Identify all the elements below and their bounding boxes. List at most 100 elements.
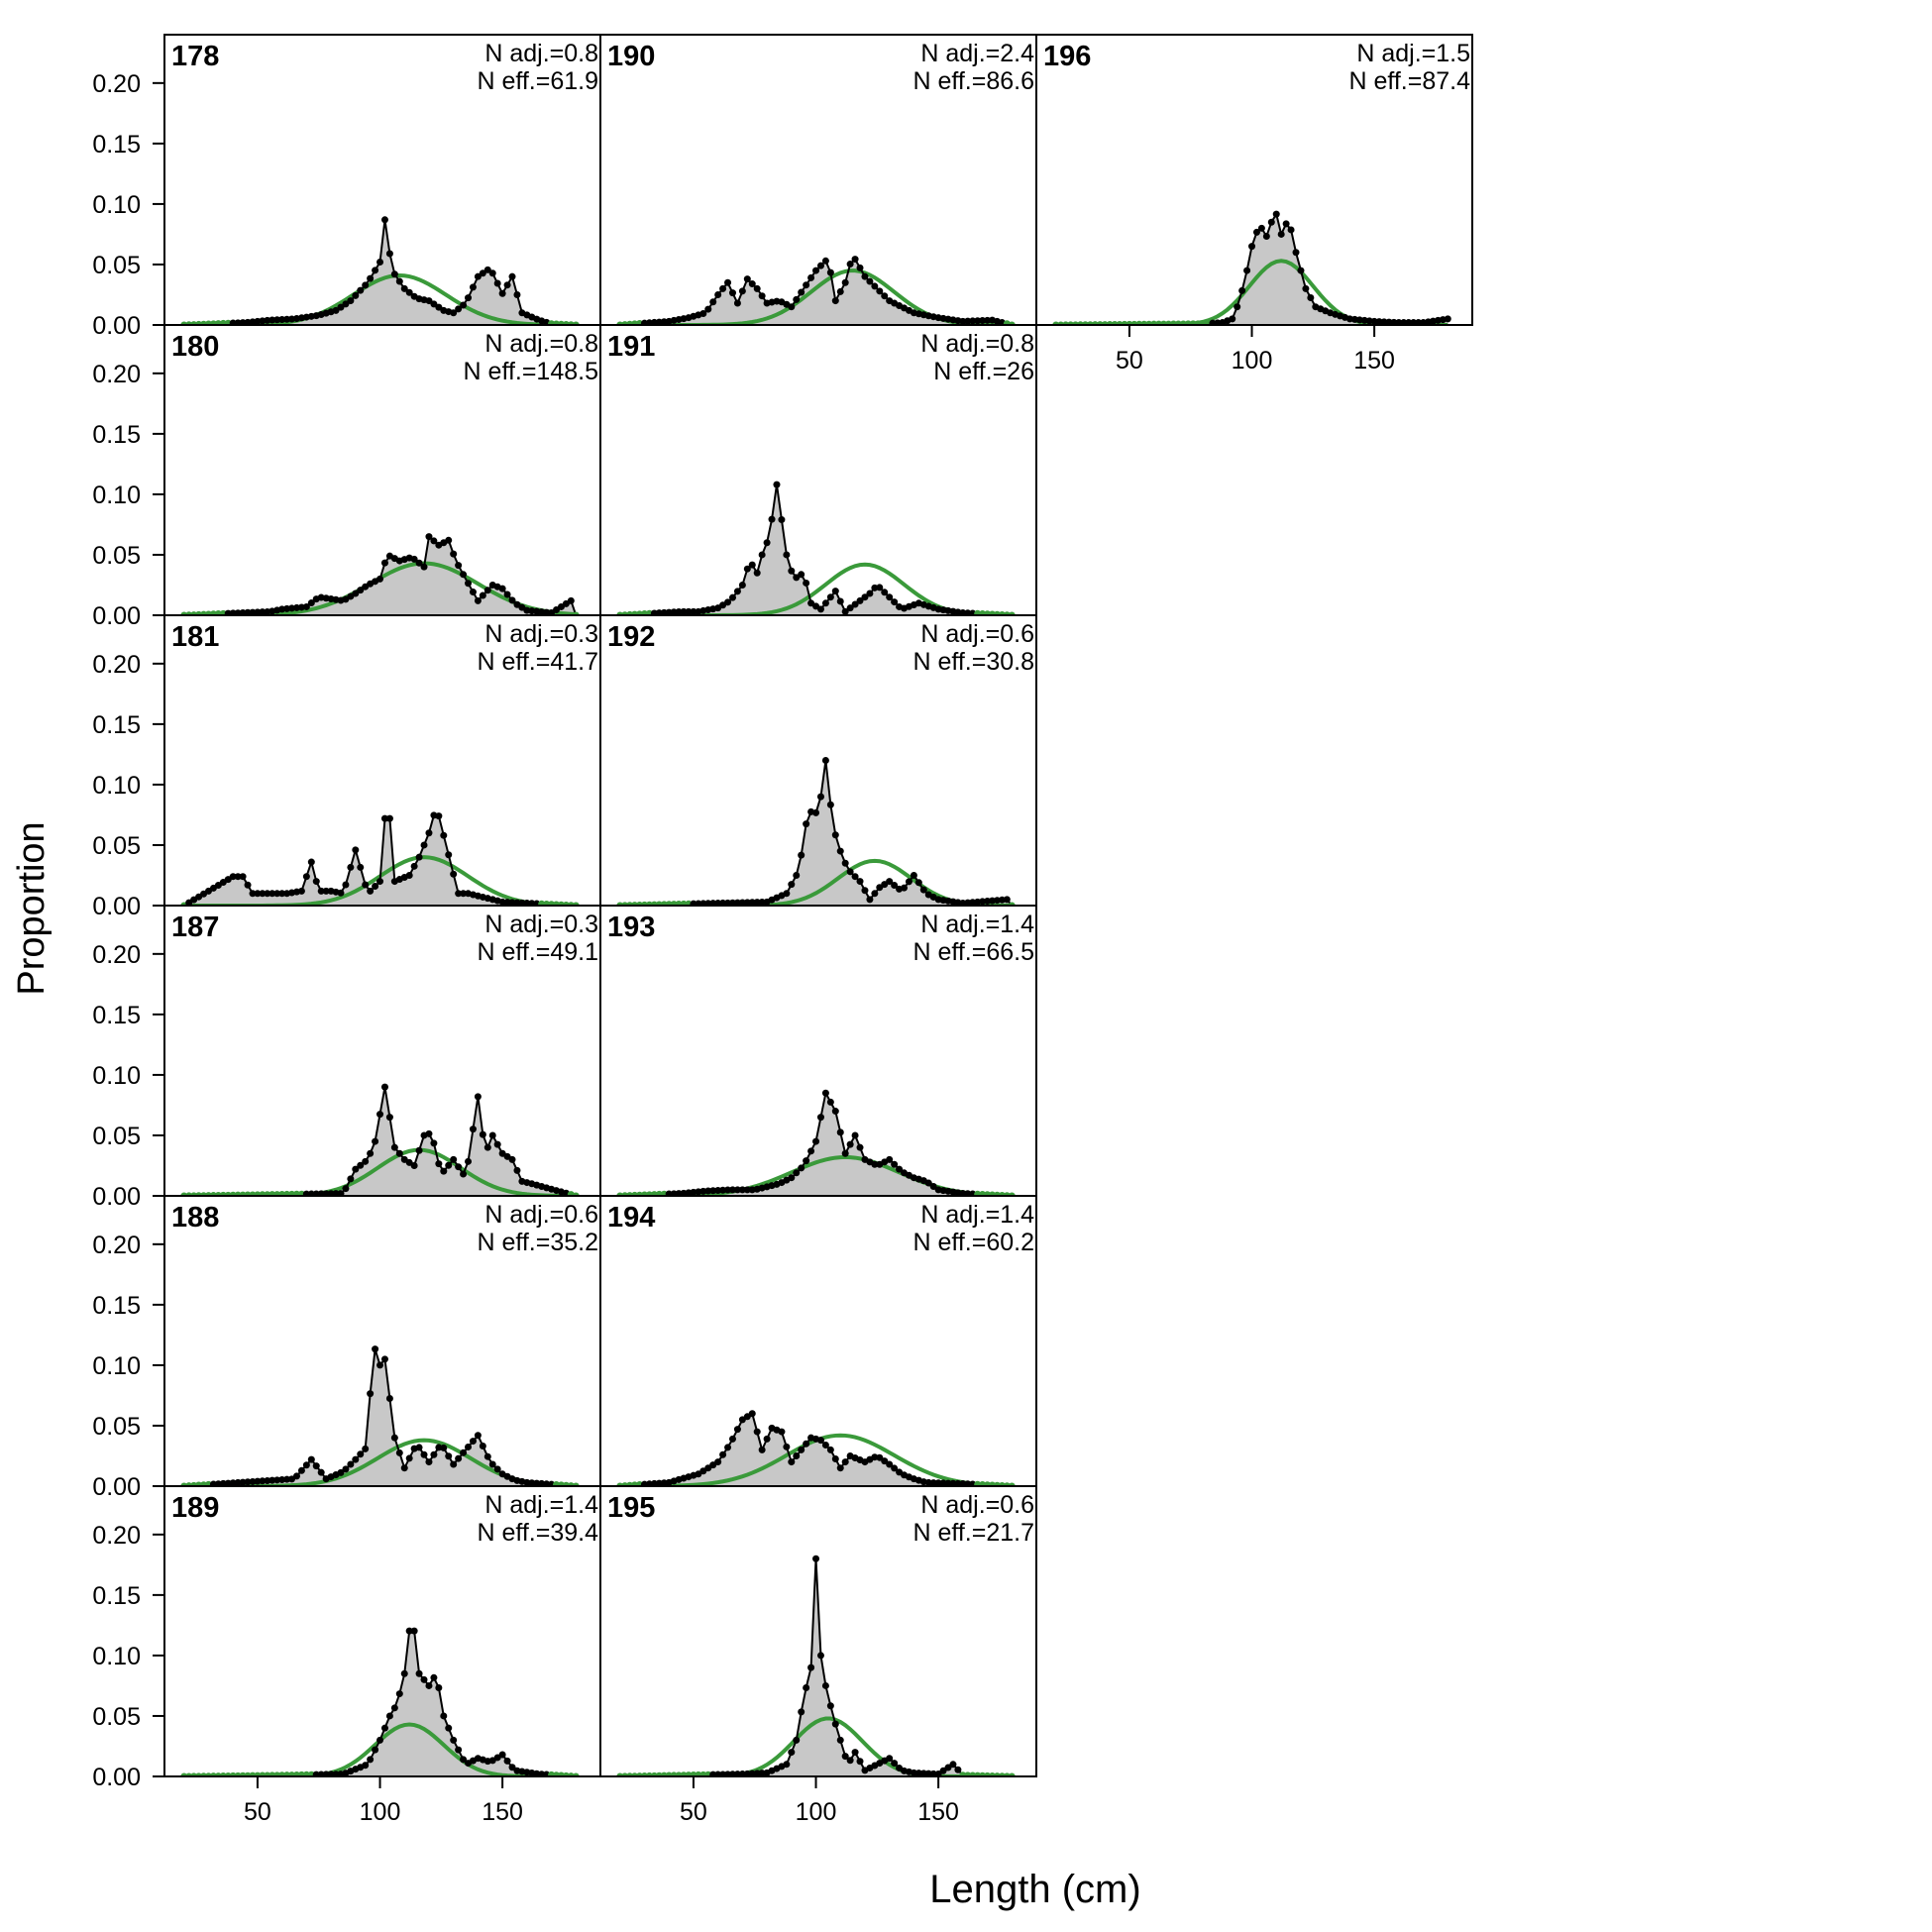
observed-point bbox=[826, 1446, 834, 1453]
observed-point bbox=[836, 1736, 844, 1744]
observed-point bbox=[362, 881, 370, 889]
observed-point bbox=[390, 270, 398, 278]
observed-point bbox=[812, 1137, 820, 1145]
observed-point bbox=[450, 870, 458, 878]
panel-plot-area bbox=[600, 481, 1036, 615]
observed-point bbox=[728, 1435, 736, 1443]
panel-196: 196 N adj.=1.5N eff.=87.4 50 100 150 bbox=[1035, 34, 1473, 375]
observed-point bbox=[881, 1457, 889, 1465]
x-tick-label: 50 bbox=[244, 1798, 271, 1826]
panel-plot-area bbox=[164, 216, 600, 325]
observed-point bbox=[1257, 224, 1265, 232]
observed-point bbox=[474, 1432, 482, 1440]
n-adj-label: N adj.=0.6 bbox=[484, 1201, 598, 1229]
observed-point bbox=[410, 1161, 418, 1169]
observed-point bbox=[342, 881, 350, 889]
observed-point bbox=[929, 1182, 937, 1190]
y-tick-label: 0.05 bbox=[92, 542, 141, 570]
n-eff-label: N eff.=35.2 bbox=[477, 1229, 598, 1256]
observed-point bbox=[831, 588, 839, 595]
observed-point bbox=[738, 899, 746, 906]
panel-plot-area bbox=[600, 1555, 1036, 1776]
observed-point bbox=[1370, 317, 1378, 325]
observed-point bbox=[498, 898, 506, 906]
observed-point bbox=[1234, 303, 1241, 311]
observed-point bbox=[788, 1749, 796, 1757]
observed-point bbox=[395, 1449, 403, 1456]
observed-point bbox=[367, 1149, 375, 1157]
observed-point bbox=[816, 262, 824, 269]
y-tick-label: 0.15 bbox=[92, 421, 141, 449]
observed-point bbox=[753, 569, 761, 577]
observed-area bbox=[183, 536, 577, 615]
observed-point bbox=[337, 1190, 345, 1196]
observed-point bbox=[450, 550, 458, 558]
observed-point bbox=[465, 1157, 473, 1165]
observed-point bbox=[881, 292, 889, 300]
observed-point bbox=[455, 1163, 463, 1171]
observed-point bbox=[249, 890, 257, 898]
observed-area bbox=[619, 259, 1013, 325]
observed-point bbox=[273, 316, 281, 324]
observed-point bbox=[798, 851, 805, 859]
observed-point bbox=[826, 1098, 834, 1106]
observed-point bbox=[886, 1155, 894, 1163]
observed-point bbox=[367, 1756, 375, 1764]
observed-point bbox=[905, 878, 912, 886]
observed-point bbox=[264, 890, 271, 898]
observed-point bbox=[513, 1166, 521, 1174]
x-tick-label: 100 bbox=[360, 1798, 401, 1826]
observed-point bbox=[376, 1361, 384, 1369]
observed-point bbox=[812, 808, 820, 816]
observed-point bbox=[979, 317, 987, 325]
observed-point bbox=[876, 287, 884, 295]
observed-point bbox=[969, 317, 977, 325]
observed-point bbox=[807, 1664, 815, 1671]
observed-point bbox=[508, 1764, 516, 1771]
observed-point bbox=[460, 571, 468, 579]
observed-point bbox=[239, 873, 247, 881]
observed-point bbox=[821, 1441, 829, 1449]
observed-point bbox=[352, 1165, 360, 1173]
observed-point bbox=[390, 1704, 398, 1712]
observed-point bbox=[400, 1464, 408, 1472]
observed-area bbox=[619, 1413, 1013, 1486]
panel-label: 191 bbox=[607, 331, 655, 363]
observed-point bbox=[435, 1683, 443, 1691]
observed-point bbox=[224, 1479, 232, 1486]
observed-point bbox=[714, 290, 722, 298]
observed-point bbox=[307, 599, 315, 607]
observed-point bbox=[861, 593, 869, 601]
observed-area bbox=[183, 814, 577, 906]
observed-point bbox=[846, 604, 854, 612]
observed-point bbox=[390, 1143, 398, 1151]
observed-point bbox=[395, 1149, 403, 1157]
observed-point bbox=[415, 1444, 423, 1451]
observed-point bbox=[871, 890, 879, 898]
panel-label: 187 bbox=[171, 912, 219, 943]
observed-point bbox=[430, 1673, 438, 1681]
observed-point bbox=[891, 881, 899, 889]
observed-point bbox=[743, 275, 751, 283]
observed-point bbox=[420, 1675, 428, 1683]
panel-label: 190 bbox=[607, 41, 655, 72]
observed-point bbox=[420, 1450, 428, 1458]
observed-point bbox=[724, 598, 732, 606]
observed-point bbox=[841, 1753, 849, 1761]
observed-point bbox=[508, 596, 516, 604]
observed-point bbox=[660, 1479, 668, 1486]
observed-area bbox=[183, 219, 577, 325]
observed-point bbox=[420, 563, 428, 571]
observed-point bbox=[954, 1766, 962, 1773]
observed-point bbox=[460, 1170, 468, 1178]
observed-point bbox=[821, 1681, 829, 1689]
observed-point bbox=[924, 1179, 932, 1187]
observed-point bbox=[803, 1683, 810, 1691]
observed-point bbox=[758, 551, 766, 559]
observed-point bbox=[1248, 243, 1256, 251]
y-tick-label: 0.05 bbox=[92, 1703, 141, 1731]
y-tick-label: 0.20 bbox=[92, 651, 141, 679]
observed-point bbox=[498, 585, 506, 592]
observed-point bbox=[836, 847, 844, 855]
observed-point bbox=[886, 593, 894, 601]
